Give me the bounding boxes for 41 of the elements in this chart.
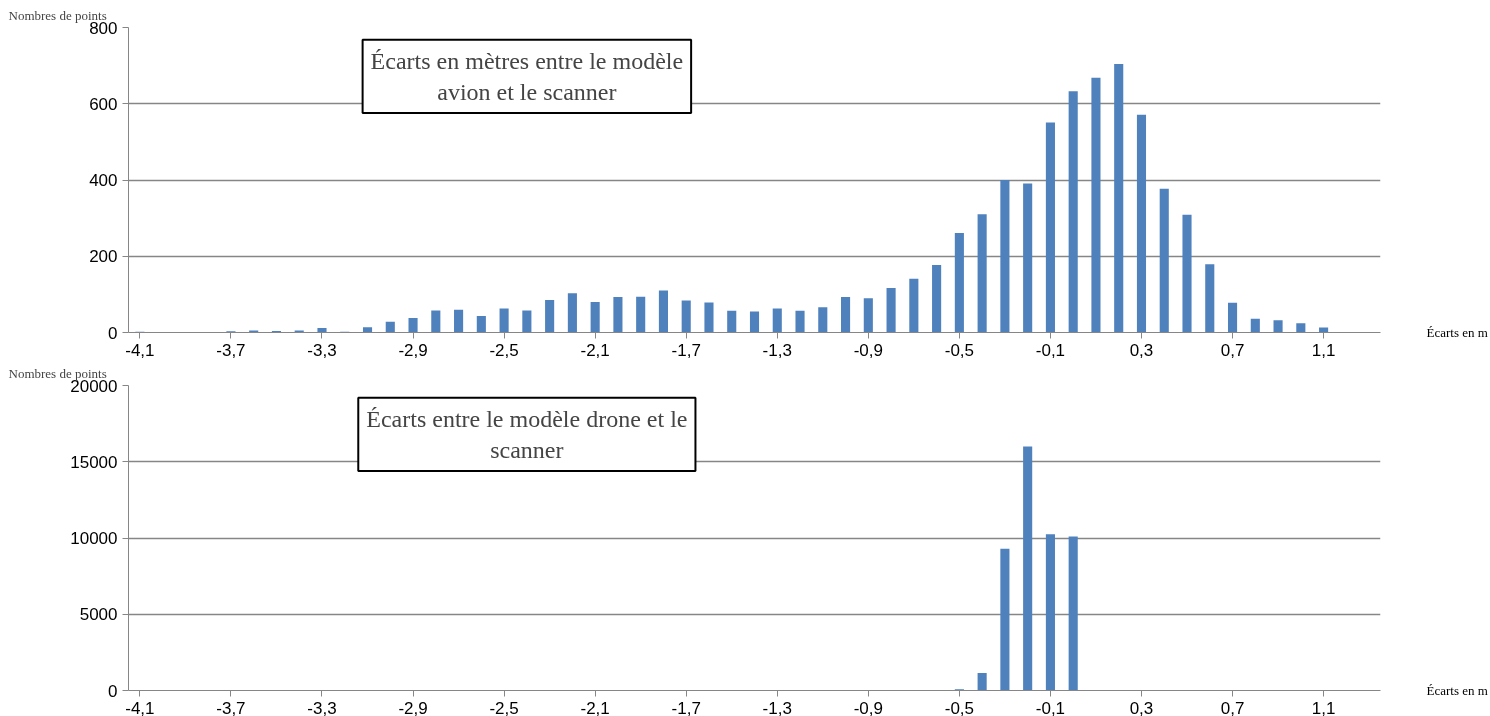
x-tick-label: 0,7 [1220, 698, 1245, 716]
annotation: Écarts en mètres entre le modèle avion et le scanner [370, 47, 684, 105]
y-tick-label: 200 [89, 247, 118, 267]
x-tick-label: -1,3 [762, 698, 792, 716]
x-tick-label: -1,7 [671, 698, 701, 716]
x-tick-label: -0,9 [853, 698, 883, 716]
x-tick-label: -0,1 [1035, 698, 1066, 716]
x-tick-label: -2,9 [398, 698, 428, 716]
x-tick-label: 0,3 [1129, 340, 1154, 360]
x-axis-title: Écarts en m [1426, 683, 1488, 698]
x-tick-label: -3,7 [216, 340, 246, 360]
y-axis-title: Nombres de points [8, 7, 107, 23]
x-tick-label: -4,1 [125, 698, 155, 716]
x-tick-label: -0,5 [944, 340, 975, 360]
y-tick-label: 0 [108, 323, 118, 343]
y-tick-label: 600 [89, 94, 118, 114]
x-tick-label: 1,1 [1311, 340, 1336, 360]
y-tick-label: 10000 [70, 529, 118, 548]
x-tick-label: -2,9 [398, 340, 428, 360]
x-tick-label: -0,9 [853, 340, 883, 360]
x-tick-label: 1,1 [1311, 698, 1336, 716]
x-tick-label: -4,1 [125, 340, 155, 360]
x-tick-label: 0,3 [1129, 698, 1154, 716]
x-tick-label: -3,7 [216, 698, 246, 716]
y-tick-label: 5000 [79, 605, 118, 625]
x-axis-title: Écarts en m [1426, 325, 1488, 340]
x-tick-label: -3,3 [307, 340, 337, 360]
y-tick-label: 15000 [70, 452, 118, 472]
x-tick-label: -2,1 [580, 698, 610, 716]
x-tick-label: -2,5 [489, 340, 519, 360]
y-tick-label: 400 [89, 171, 118, 190]
x-tick-label: -0,5 [944, 698, 975, 716]
x-tick-label: -2,1 [580, 340, 610, 360]
annotation: Écarts entre le modèle drone et le scanner [366, 405, 688, 463]
x-tick-label: -1,3 [762, 340, 792, 360]
x-tick-label: -1,7 [671, 340, 701, 360]
x-tick-label: -2,5 [489, 698, 519, 716]
x-tick-label: -3,3 [307, 698, 337, 716]
x-tick-label: -0,1 [1035, 340, 1066, 360]
x-tick-label: 0,7 [1220, 340, 1245, 360]
y-tick-label: 0 [108, 681, 118, 701]
